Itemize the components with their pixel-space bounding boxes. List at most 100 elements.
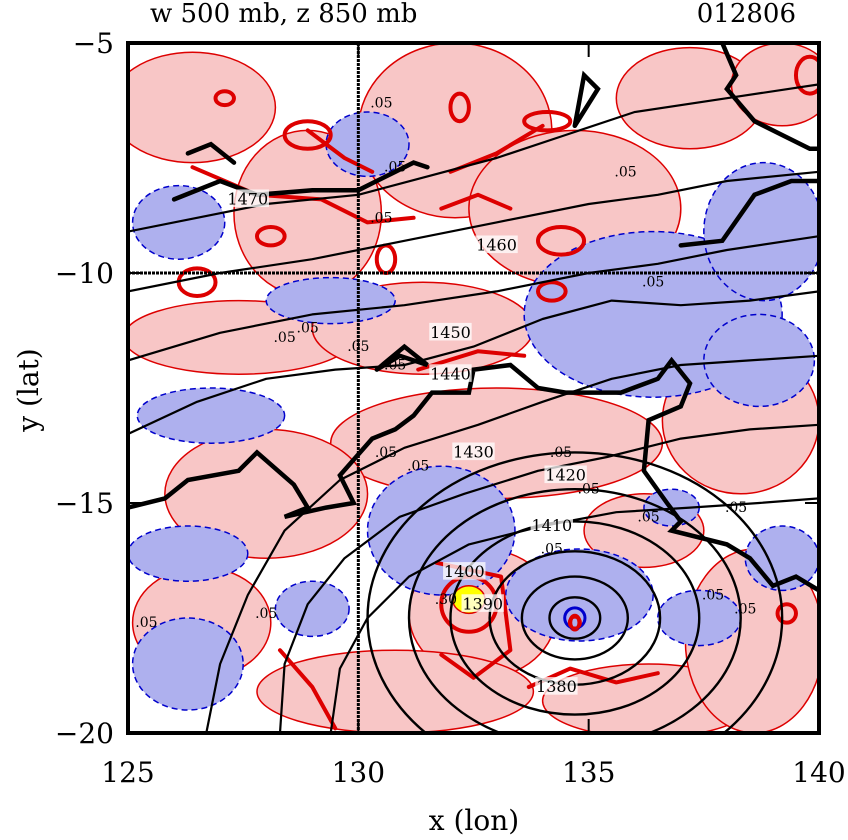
bold-positive-contour xyxy=(439,192,513,211)
contour-label-text: .05 xyxy=(135,615,157,631)
bold-positive-contour xyxy=(278,648,338,731)
x-tick-label: 130 xyxy=(332,756,385,789)
contour-label: .05 xyxy=(734,601,756,617)
contour-label: .05 xyxy=(407,459,429,475)
thick-contour xyxy=(128,356,819,593)
contour-label-text: .05 xyxy=(370,95,392,111)
contour-label-text: .05 xyxy=(550,445,572,461)
thick-black-contours xyxy=(128,43,819,593)
contour-label-text: .05 xyxy=(642,275,664,291)
contour-label-text: .05 xyxy=(541,541,563,557)
contour-label-text: .05 xyxy=(734,601,756,617)
contour-label: 1450 xyxy=(429,322,472,342)
contour-label-text: .05 xyxy=(347,339,369,355)
low-center-markers xyxy=(563,606,587,630)
contour-label: 1390 xyxy=(461,594,504,613)
contour-label-text: .05 xyxy=(384,357,406,373)
bold-positive-contour xyxy=(416,349,527,372)
thick-contour xyxy=(572,70,601,129)
contour-label-text: .05 xyxy=(255,606,277,622)
thick-contour xyxy=(171,160,430,202)
y-tick-label: −20 xyxy=(55,717,114,750)
contour-label-text: 1400 xyxy=(444,562,485,581)
contour-label: .05 xyxy=(135,615,157,631)
height-contour-1420 xyxy=(278,423,819,733)
bold-positive-contour xyxy=(305,128,375,174)
contour-label: 1460 xyxy=(475,235,518,255)
contour-label-text: .05 xyxy=(578,482,600,498)
bold-positive-contour xyxy=(793,54,819,96)
height-contour-1430 xyxy=(205,354,819,733)
positive-region xyxy=(329,387,664,500)
contour-label-text: 1470 xyxy=(227,190,268,209)
height-contour-1460 xyxy=(128,170,819,293)
negative-region xyxy=(504,548,654,642)
low-ring-contour xyxy=(366,451,784,733)
contour-label-text: 1460 xyxy=(476,236,517,255)
contour-label: .05 xyxy=(370,210,392,226)
y-tick-label: −10 xyxy=(55,257,114,290)
contour-label-backdrop xyxy=(461,594,504,612)
contour-label: .05 xyxy=(642,275,664,291)
thick-contour xyxy=(185,141,237,165)
contour-label-backdrop xyxy=(226,189,269,208)
reference-lines xyxy=(128,43,819,733)
contour-label: 1420 xyxy=(544,465,587,485)
y-tick-label: −15 xyxy=(55,487,114,520)
contour-label-backdrop xyxy=(443,562,486,580)
contour-label-text: 1380 xyxy=(536,677,577,696)
contour-label: .05 xyxy=(614,164,636,180)
height-contour-1440 xyxy=(128,290,819,435)
contour-label: 1380 xyxy=(535,677,578,696)
negative-region xyxy=(128,525,249,582)
contour-label-text: .05 xyxy=(637,509,659,525)
contour-label-text: 1390 xyxy=(462,594,503,613)
contour-label-backdrop xyxy=(544,465,587,484)
contour-label: 1400 xyxy=(443,562,486,581)
contour-label-text: .05 xyxy=(297,321,319,337)
contour-label-text: .05 xyxy=(384,160,406,176)
plot-area: 1470 1460 1450 1440 1430 1420 1410 1400 1390 1380… xyxy=(128,43,819,733)
contour-label-text: .05 xyxy=(375,445,397,461)
chart-title-left: w 500 mb, z 850 mb xyxy=(150,0,417,29)
x-tick-label: 135 xyxy=(562,756,615,789)
contour-label: .05 xyxy=(370,95,392,111)
y-axis-label: y (lat) xyxy=(12,348,45,432)
contour-label: .05 xyxy=(702,587,724,603)
contour-label-text: .05 xyxy=(702,587,724,603)
bold-positive-contour xyxy=(535,280,568,303)
low-ring-contour xyxy=(548,596,602,640)
x-tick-label: 125 xyxy=(101,756,154,789)
negative-region xyxy=(265,276,396,325)
contour-label: .05 xyxy=(255,606,277,622)
contour-label-text: .05 xyxy=(273,330,295,346)
contour-label-backdrop xyxy=(530,516,574,534)
contour-label: .05 xyxy=(384,160,406,176)
contour-label: .05 xyxy=(273,330,295,346)
contour-label: .05 xyxy=(375,445,397,461)
x-tick-label: 140 xyxy=(792,756,845,789)
negative-region xyxy=(136,387,286,444)
contour-label-text: .05 xyxy=(725,500,747,516)
bold-positive-contour xyxy=(448,91,471,124)
contour-label: .05 xyxy=(550,445,572,461)
contour-label: .05 xyxy=(637,509,659,525)
y-tick-label: −5 xyxy=(73,27,114,60)
bold-positive-contour xyxy=(254,225,287,248)
contour-label-text: .30 xyxy=(435,592,457,608)
contour-label: .30 xyxy=(435,592,457,608)
height-contour-1470 xyxy=(128,83,819,233)
contour-label: .05 xyxy=(541,541,563,557)
contour-label-backdrop xyxy=(535,677,578,695)
contour-label-text: .05 xyxy=(614,164,636,180)
positive-region xyxy=(128,51,277,164)
contour-label-backdrop xyxy=(429,364,472,382)
contour-labels: 1470 1460 1450 1440 1430 1420 1410 1400 1390 1380… xyxy=(135,95,756,696)
contour-label-text: 1450 xyxy=(430,323,471,342)
axis-ticks: 125 130 135 140 −5 −10 −15 −20 xyxy=(55,27,846,789)
contour-label: .05 xyxy=(297,321,319,337)
low-ring-contour xyxy=(449,520,701,716)
low-ring-contour xyxy=(520,575,630,661)
contour-label-text: .05 xyxy=(407,459,429,475)
